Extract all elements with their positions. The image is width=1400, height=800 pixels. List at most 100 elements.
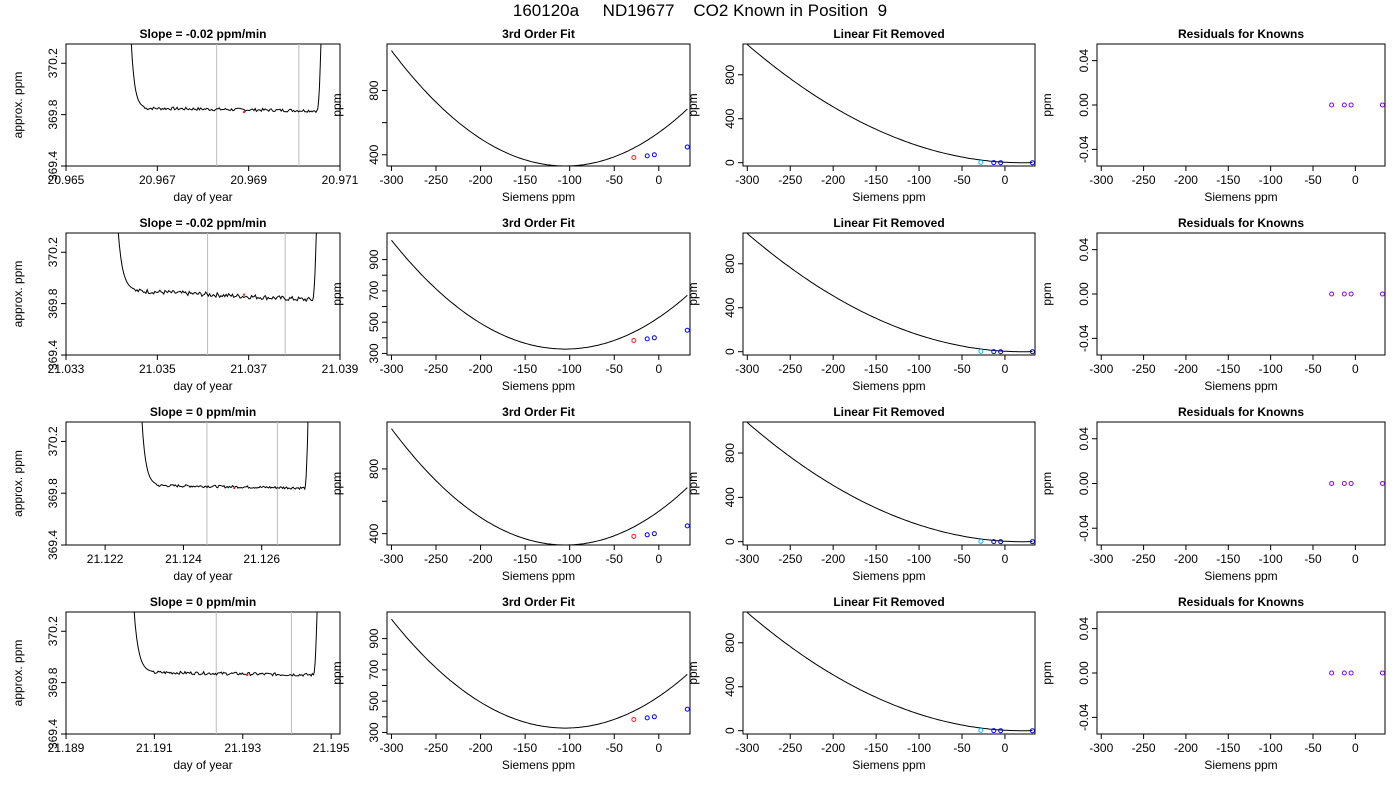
plot-frame (742, 611, 1036, 735)
x-tick-label: 21.122 (87, 552, 124, 566)
data-point (684, 523, 690, 529)
x-tick-label: 21.193 (224, 741, 261, 755)
data-point (978, 727, 984, 733)
y-tick-label: 370.2 (46, 48, 60, 78)
fit-curve (391, 50, 688, 166)
x-tick-label: -250 (1132, 173, 1156, 187)
x-tick-label: -150 (864, 362, 888, 376)
x-axis-label: Siemens ppm (852, 190, 925, 204)
x-tick-label: -50 (953, 362, 971, 376)
chart-panel-r0c2: Linear Fit Removed -300 -250 -200 -150 -100 -5… (686, 27, 1036, 204)
x-tick-label: 0 (655, 741, 662, 755)
y-axis-label: ppm (330, 93, 344, 116)
y-tick-label: 800 (723, 443, 737, 463)
x-tick-label: -300 (379, 552, 403, 566)
y-tick-label: 369.4 (46, 151, 60, 181)
panel-title: Residuals for Knowns (1178, 405, 1304, 419)
y-tick-label: 0 (723, 348, 737, 355)
chart-panel-r0c3: Residuals for Knowns -300 -250 -200 -150 -100… (1040, 27, 1386, 204)
x-tick-label: -250 (424, 362, 448, 376)
x-tick-label: 0 (1352, 741, 1359, 755)
data-point (1329, 102, 1335, 108)
average-marker (245, 673, 249, 677)
panel-title: Residuals for Knowns (1178, 27, 1304, 41)
panel-title: 3rd Order Fit (502, 595, 575, 609)
panel-title: Slope = 0 ppm/min (150, 405, 256, 419)
x-tick-label: -50 (606, 552, 624, 566)
x-tick-label: -250 (778, 173, 802, 187)
x-axis-label: day of year (173, 758, 232, 772)
x-tick-label: -50 (1304, 741, 1322, 755)
x-tick-label: -200 (821, 173, 845, 187)
x-tick-label: 21.035 (139, 362, 176, 376)
x-tick-label: -200 (821, 552, 845, 566)
data-point (1029, 728, 1035, 734)
y-tick-label: 700 (367, 660, 381, 680)
x-tick-label: 21.037 (230, 362, 267, 376)
chart-panel-r3c3: Residuals for Knowns -300 -250 -200 -150 -100… (1040, 595, 1386, 772)
plot-area (746, 422, 1033, 543)
data-point (1348, 670, 1354, 676)
chart-panel-r0c1: 3rd Order Fit -300 -250 -200 -150 -100 -50 0 400… (330, 27, 691, 204)
chart-panel-r1c2: Linear Fit Removed -300 -250 -200 -150 -100 -5… (686, 216, 1036, 393)
y-tick-label: 800 (723, 253, 737, 273)
plot-frame (1096, 421, 1386, 546)
x-tick-label: -250 (424, 552, 448, 566)
x-tick-label: -150 (1216, 362, 1240, 376)
x-tick-label: -200 (1174, 173, 1198, 187)
y-axis-label: approx. ppm (11, 450, 25, 517)
y-tick-label: 369.8 (46, 288, 60, 318)
panel-title: Linear Fit Removed (833, 595, 944, 609)
x-axis-label: Siemens ppm (852, 569, 925, 583)
x-tick-label: -100 (558, 741, 582, 755)
y-tick-label: 300 (367, 343, 381, 363)
y-axis-label: ppm (330, 472, 344, 495)
x-tick-label: -250 (1132, 362, 1156, 376)
x-tick-label: -300 (1089, 552, 1113, 566)
y-tick-label: 0.00 (1077, 661, 1091, 685)
data-point (1329, 670, 1335, 676)
average-marker (242, 110, 246, 114)
x-tick-label: -150 (864, 741, 888, 755)
y-axis-label: ppm (1040, 472, 1054, 495)
x-axis-label: Siemens ppm (502, 569, 575, 583)
plot-area (117, 233, 317, 355)
x-tick-label: -100 (907, 173, 931, 187)
chart-panel-r3c2: Linear Fit Removed -300 -250 -200 -150 -100 -5… (686, 595, 1036, 772)
x-tick-label: -200 (469, 741, 493, 755)
x-tick-label: 0 (1352, 362, 1359, 376)
fit-curve (391, 239, 688, 350)
y-axis-label: ppm (686, 472, 700, 495)
x-tick-label: -200 (1174, 362, 1198, 376)
y-tick-label: 800 (723, 64, 737, 84)
panel-title: Slope = -0.02 ppm/min (139, 216, 266, 230)
concentration-trace (133, 612, 318, 677)
y-tick-label: 400 (723, 487, 737, 507)
data-point (631, 716, 637, 722)
fit-curve (746, 612, 1033, 732)
y-tick-label: 370.2 (46, 426, 60, 456)
x-tick-label: -250 (1132, 741, 1156, 755)
y-tick-label: -0.04 (1077, 703, 1091, 731)
x-tick-label: 0 (1352, 552, 1359, 566)
data-point (1341, 670, 1347, 676)
x-tick-label: -100 (1259, 741, 1283, 755)
y-tick-label: 400 (723, 297, 737, 317)
chart-panel-r1c1: 3rd Order Fit -300 -250 -200 -150 -100 -50 0 300… (330, 216, 691, 393)
plot-area (391, 239, 688, 350)
y-tick-label: 900 (367, 249, 381, 269)
x-tick-label: -150 (1216, 552, 1240, 566)
data-point (1348, 102, 1354, 108)
data-point (644, 153, 650, 159)
y-tick-label: 369.4 (46, 340, 60, 370)
plot-frame (386, 421, 691, 546)
y-tick-label: 370.2 (46, 237, 60, 267)
data-point (651, 531, 657, 537)
data-point (1029, 160, 1035, 166)
x-axis-label: Siemens ppm (1204, 758, 1277, 772)
plot-frame (65, 232, 341, 356)
x-tick-label: -200 (1174, 741, 1198, 755)
plot-area (391, 428, 688, 545)
x-tick-label: -100 (558, 552, 582, 566)
x-axis-label: Siemens ppm (852, 758, 925, 772)
